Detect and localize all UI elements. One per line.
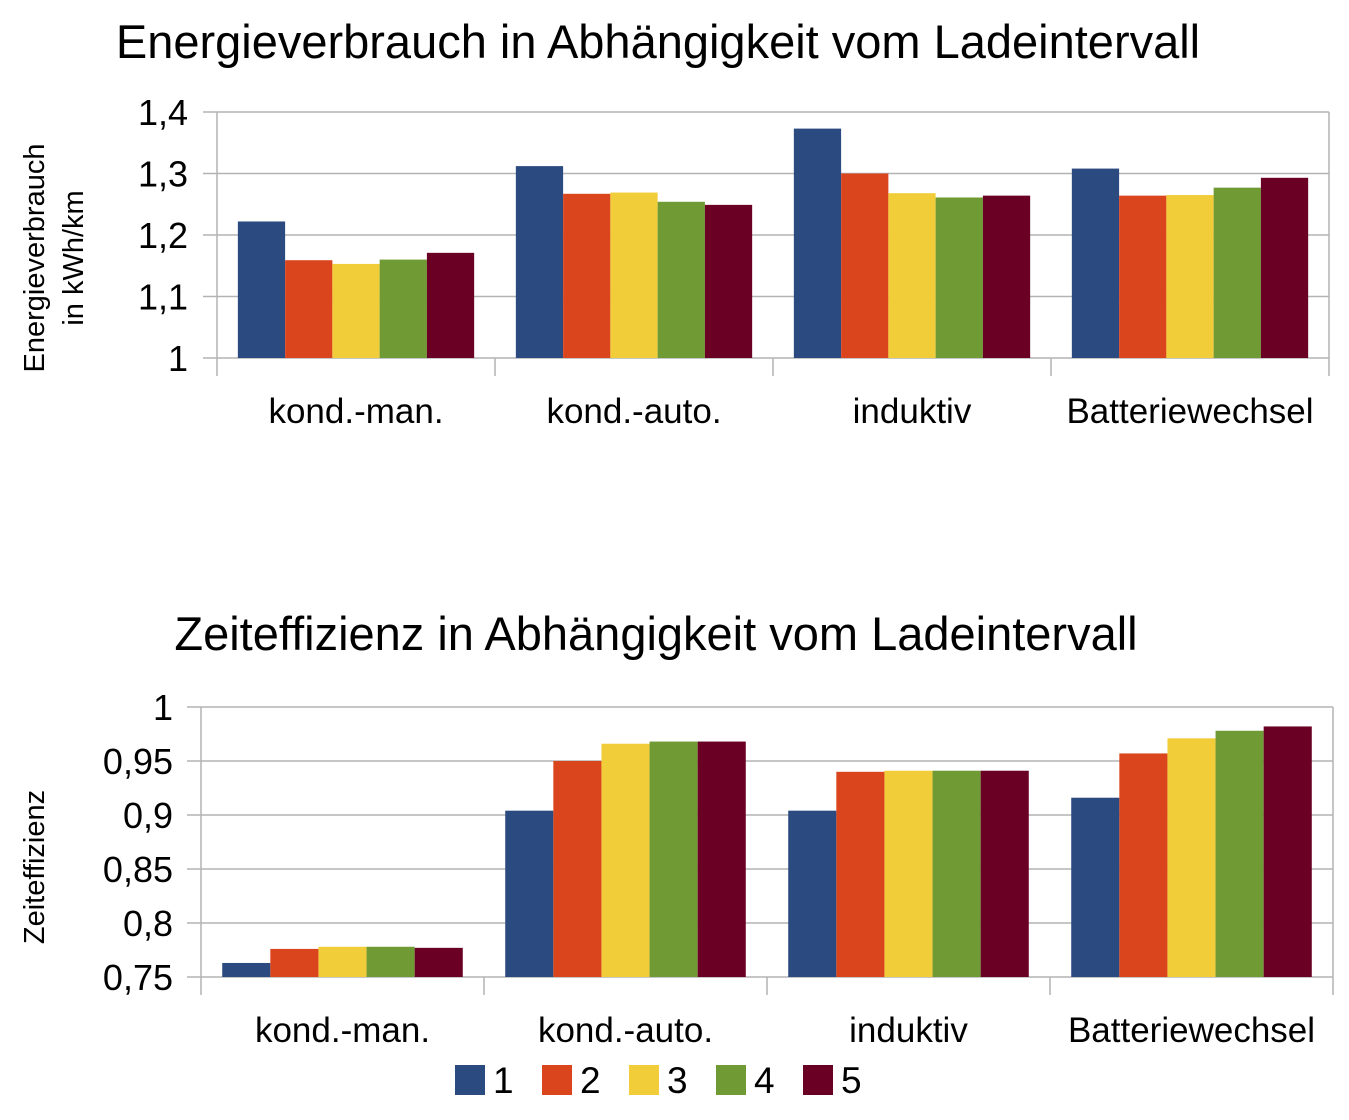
- energy-bar-1-1: [515, 166, 564, 358]
- energy-category-label: induktiv: [853, 392, 972, 431]
- time-bar-5-3: [1263, 726, 1312, 977]
- time-category-label: kond.-man.: [255, 1011, 430, 1050]
- energy-bar-4-3: [1213, 187, 1261, 358]
- energy-bar-3-1: [610, 192, 658, 358]
- energy-consumption-chart: Energieverbrauch in Abhängigkeit vom Lad…: [19, 15, 1330, 431]
- energy-category-label: kond.-man.: [268, 392, 443, 431]
- energy-y-tick-label: 1,2: [138, 215, 188, 256]
- legend-label-3: 3: [667, 1060, 688, 1101]
- legend-label-4: 4: [754, 1060, 775, 1101]
- energy-bar-5-0: [426, 252, 475, 358]
- energy-bar-5-1: [704, 204, 753, 358]
- time-bar-5-2: [980, 770, 1029, 977]
- time-bar-2-2: [836, 771, 885, 977]
- time-bar-5-0: [414, 947, 463, 977]
- energy-bar-2-1: [563, 193, 611, 358]
- time-bar-1-0: [222, 962, 271, 977]
- time-y-tick-label: 0,85: [103, 849, 173, 890]
- time-bar-4-2: [932, 770, 981, 977]
- energy-y-tick-label: 1: [168, 338, 188, 379]
- time-bar-2-3: [1119, 753, 1168, 977]
- time-category-label: Batteriewechsel: [1068, 1011, 1315, 1050]
- time-category-label: induktiv: [849, 1011, 968, 1050]
- time-efficiency-chart: Zeiteffizienz in Abhängigkeit vom Ladein…: [19, 607, 1334, 1050]
- time-category-label: kond.-auto.: [538, 1011, 713, 1050]
- legend-swatch-2: [542, 1065, 572, 1095]
- time-y-tick-label: 0,9: [123, 795, 173, 836]
- time-bar-4-1: [649, 741, 698, 977]
- energy-y-tick-label: 1,4: [138, 92, 188, 133]
- time-y-tick-label: 1: [153, 687, 173, 728]
- energy-bar-3-2: [888, 193, 936, 358]
- energy-bar-1-3: [1071, 168, 1120, 358]
- time-bar-1-3: [1071, 797, 1120, 977]
- energy-bar-5-3: [1260, 177, 1309, 358]
- energy-y-axis-label-line-2: in kWh/km: [58, 190, 90, 325]
- time-chart-title: Zeiteffizienz in Abhängigkeit vom Ladein…: [174, 607, 1137, 660]
- time-y-axis-label: Zeiteffizienz: [19, 790, 51, 944]
- energy-bar-2-0: [285, 260, 333, 358]
- time-bar-4-3: [1215, 730, 1264, 977]
- energy-bar-5-2: [982, 195, 1031, 358]
- energy-y-tick-label: 1,1: [138, 277, 188, 318]
- legend-label-1: 1: [493, 1060, 514, 1101]
- energy-bar-2-3: [1119, 195, 1167, 358]
- time-y-tick-label: 0,95: [103, 741, 173, 782]
- energy-y-tick-label: 1,3: [138, 154, 188, 195]
- energy-bar-4-1: [657, 201, 705, 358]
- energy-bar-3-0: [332, 263, 380, 358]
- legend-swatch-1: [455, 1065, 485, 1095]
- time-bar-2-1: [553, 761, 602, 977]
- time-y-tick-label: 0,8: [123, 903, 173, 944]
- legend-label-5: 5: [841, 1060, 862, 1101]
- time-bar-5-1: [697, 741, 746, 977]
- legend-swatch-5: [803, 1065, 833, 1095]
- legend-swatch-3: [629, 1065, 659, 1095]
- time-bar-1-1: [505, 810, 554, 977]
- energy-bar-1-2: [793, 128, 842, 358]
- time-bar-3-2: [884, 770, 933, 977]
- time-bar-3-0: [318, 946, 367, 977]
- time-y-tick-label: 0,75: [103, 957, 173, 998]
- time-bar-4-0: [366, 946, 415, 977]
- energy-bar-4-0: [379, 259, 427, 358]
- time-bar-3-1: [601, 743, 650, 977]
- time-bar-2-0: [270, 948, 319, 977]
- energy-chart-title: Energieverbrauch in Abhängigkeit vom Lad…: [116, 15, 1200, 68]
- time-bar-3-3: [1167, 738, 1216, 977]
- legend: 1 2 3 4 5: [455, 1060, 862, 1101]
- energy-bar-1-0: [237, 221, 286, 358]
- energy-category-label: Batteriewechsel: [1066, 392, 1313, 431]
- legend-swatch-4: [716, 1065, 746, 1095]
- energy-category-label: kond.-auto.: [546, 392, 721, 431]
- legend-label-2: 2: [580, 1060, 601, 1101]
- energy-bar-4-2: [935, 197, 983, 358]
- energy-bar-3-3: [1166, 195, 1214, 358]
- time-bar-1-2: [788, 810, 837, 977]
- energy-bar-2-2: [841, 173, 889, 358]
- energy-y-axis-label-line-1: Energieverbrauch: [19, 144, 51, 373]
